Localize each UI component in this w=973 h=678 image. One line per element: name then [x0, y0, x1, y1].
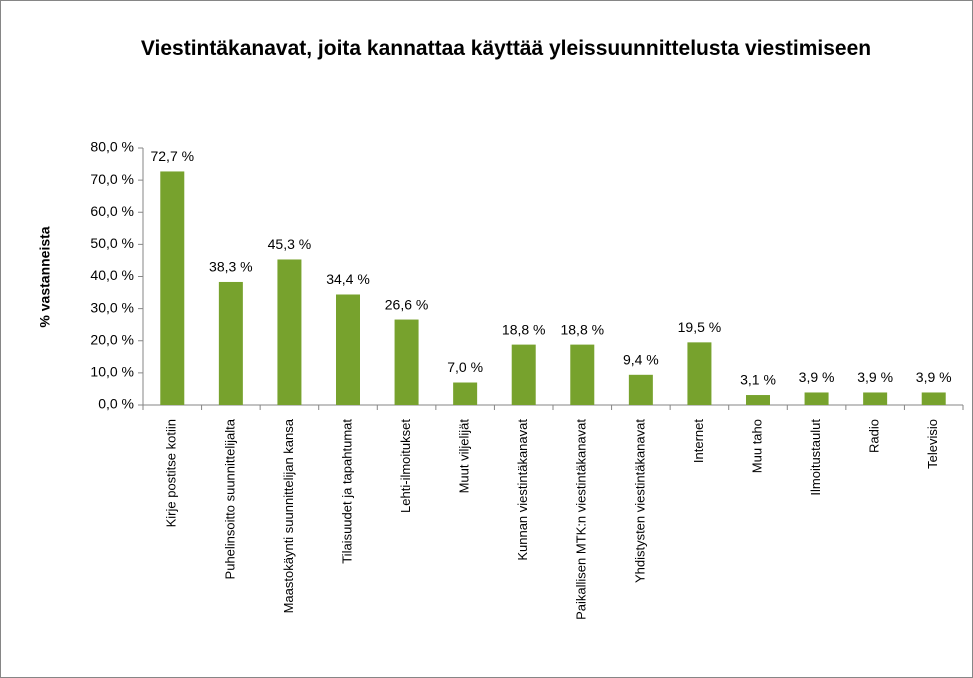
x-tick-label: Yhdistysten viestintäkanavat [632, 419, 647, 583]
value-label: 72,7 % [150, 148, 194, 164]
x-tick-label: Televisio [925, 419, 940, 469]
value-label: 3,9 % [799, 369, 835, 385]
bar [804, 392, 829, 405]
bar [394, 319, 419, 405]
y-tick-label: 80,0 % [90, 139, 134, 155]
value-label: 38,3 % [209, 259, 253, 275]
y-tick-label: 50,0 % [90, 235, 134, 251]
value-label: 9,4 % [623, 352, 659, 368]
x-tick-label: Ilmoitustaulut [808, 419, 823, 496]
x-tick-label: Puhelinsoitto suunnittelijalta [222, 418, 237, 579]
y-tick-label: 70,0 % [90, 171, 134, 187]
y-tick-label: 40,0 % [90, 267, 134, 283]
bar [160, 171, 185, 405]
chart-title: Viestintäkanavat, joita kannattaa käyttä… [140, 37, 872, 60]
x-tick-label: Lehti-ilmoitukset [398, 419, 413, 513]
x-tick-label: Paikallisen MTK:n viestintäkanavat [574, 419, 589, 620]
y-tick-label: 0,0 % [98, 396, 134, 412]
y-tick-label: 30,0 % [90, 299, 134, 315]
value-label: 19,5 % [678, 319, 722, 335]
value-label: 18,8 % [560, 321, 604, 337]
bar [277, 259, 302, 405]
bar [863, 392, 888, 405]
x-tick-label: Kirje postitse kotiin [164, 419, 179, 527]
y-tick-label: 10,0 % [90, 364, 134, 380]
x-tick-label: Radio [867, 419, 882, 453]
bar [628, 374, 653, 405]
bar [746, 395, 770, 405]
value-label: 3,9 % [857, 369, 893, 385]
x-tick-label: Muu taho [749, 419, 764, 473]
value-label: 3,1 % [740, 372, 776, 388]
y-tick-label: 60,0 % [90, 203, 134, 219]
bar [511, 344, 536, 405]
bar [336, 294, 360, 405]
bar [570, 344, 595, 405]
x-tick-label: Muut viljelijät [457, 419, 472, 494]
value-label: 7,0 % [447, 359, 483, 375]
x-tick-label: Tilaisuudet ja tapahtumat [339, 419, 354, 564]
value-label: 3,9 % [916, 369, 952, 385]
value-label: 34,4 % [326, 271, 370, 287]
x-tick-label: Maastokäynti suunnittelijan kansa [281, 418, 296, 613]
y-axis-label: % vastanneista [37, 226, 53, 327]
x-tick-label: Internet [691, 419, 706, 463]
x-tick-label: Kunnan viestintäkanavat [515, 419, 530, 561]
bar [921, 392, 946, 405]
value-label: 18,8 % [502, 321, 546, 337]
value-label: 45,3 % [268, 236, 312, 252]
bar [453, 382, 478, 405]
value-label: 26,6 % [385, 296, 429, 312]
y-tick-label: 20,0 % [90, 331, 134, 347]
bar [687, 342, 712, 405]
bar [218, 281, 243, 405]
